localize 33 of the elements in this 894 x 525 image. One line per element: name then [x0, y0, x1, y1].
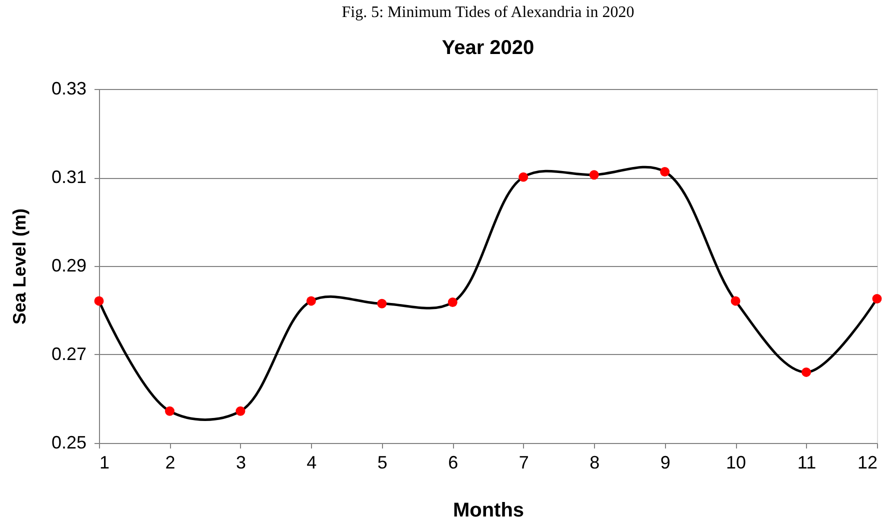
y-tick-label: 0.27 — [51, 344, 86, 364]
point — [448, 298, 458, 308]
point — [730, 296, 740, 306]
x-tick-label: 5 — [377, 452, 388, 472]
point — [377, 298, 387, 308]
y-tick-label: 0.33 — [51, 78, 86, 98]
x-tick-label: 2 — [165, 452, 176, 472]
point — [164, 406, 174, 416]
point — [802, 367, 812, 377]
point — [660, 167, 670, 176]
x-tick-label: 4 — [306, 452, 317, 472]
y-tick-label: 0.31 — [51, 167, 86, 187]
x-axis-title: Months — [452, 500, 524, 522]
x-tick-label: 8 — [590, 452, 600, 472]
x-tick-label: 1 — [100, 452, 110, 472]
point — [236, 406, 246, 416]
y-tick-label: 0.25 — [51, 432, 86, 452]
caption: Fig. 5: Minimum Tides of Alexandria in 2020 — [342, 4, 634, 21]
y-tick-label: 0.29 — [51, 256, 86, 276]
x-tick-label: 12 — [857, 452, 878, 472]
point — [589, 170, 599, 180]
y-axis-title: Sea Level (m) — [9, 208, 30, 325]
x-tick-label: 6 — [448, 452, 458, 472]
x-tick-label: 7 — [518, 452, 529, 472]
x-tick-label: 10 — [726, 452, 746, 472]
x-tick-label: 3 — [236, 452, 246, 472]
point — [872, 294, 882, 304]
x-tick-label: 11 — [797, 452, 816, 472]
point — [306, 296, 316, 306]
chart-title: Year 2020 — [442, 37, 534, 59]
x-tick-label: 9 — [660, 452, 670, 472]
point — [518, 172, 528, 182]
point — [94, 296, 104, 306]
